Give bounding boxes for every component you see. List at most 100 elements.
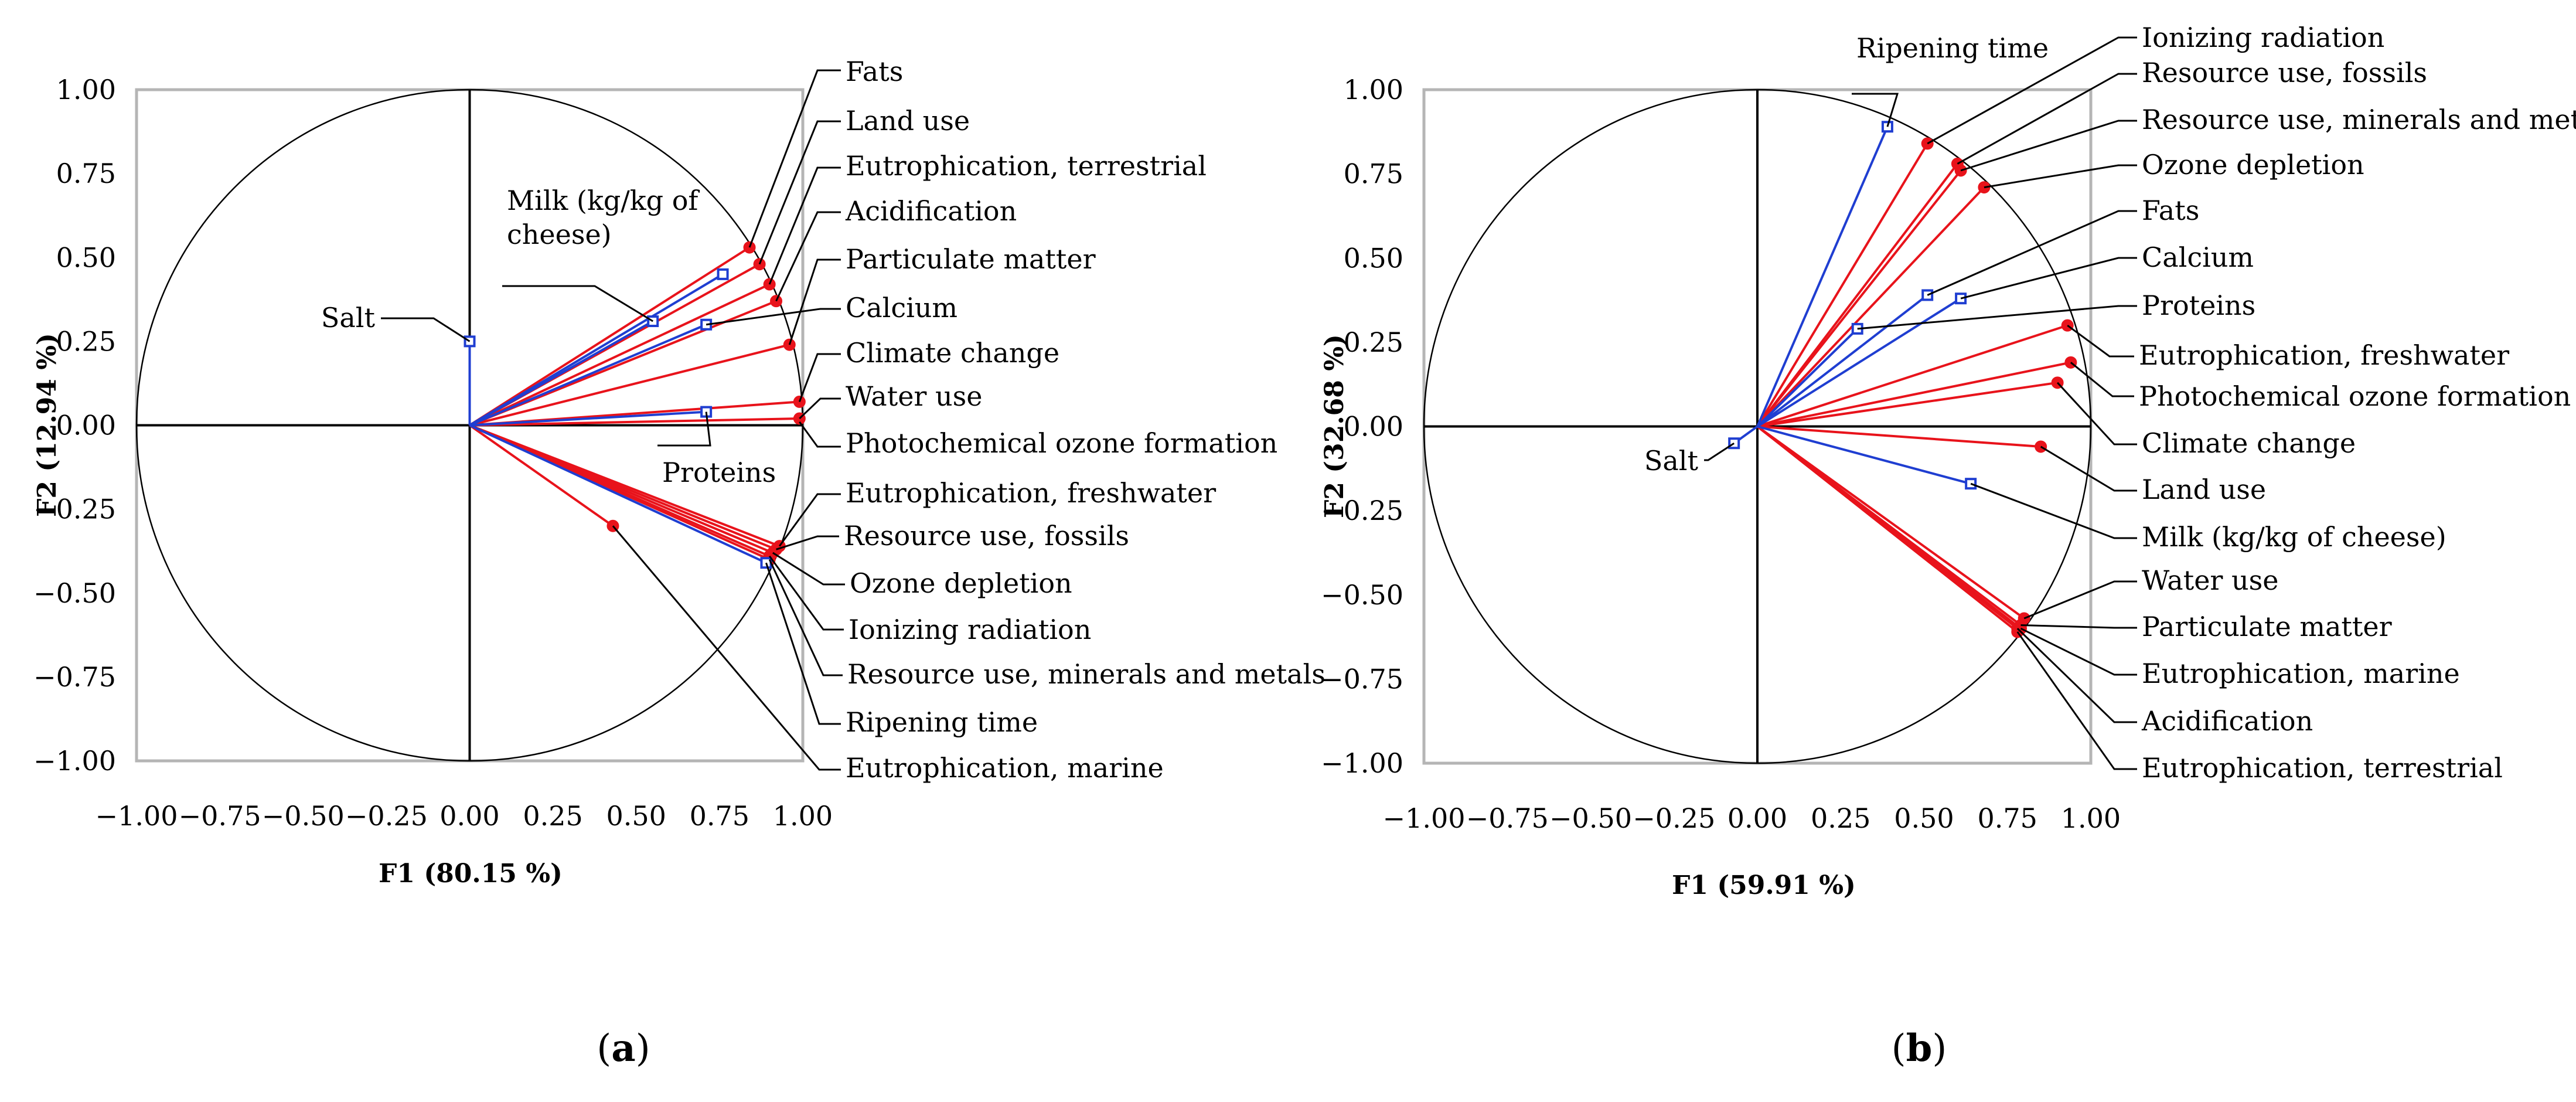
leader-line xyxy=(772,552,845,586)
chart-panel-a: −1.00 −0.75 −0.50 −0.25 0.00 0.25 0.50 0.75 1.00… xyxy=(32,56,1326,1070)
leader-line xyxy=(1960,120,2137,172)
annotation-line: Milk (kg/kg of xyxy=(507,185,700,216)
vector-climate-change-var xyxy=(469,323,707,427)
x-tick-label: 0.75 xyxy=(1978,802,2037,834)
annotation-milk-kg-kg-of-cheese: Milk (kg/kg of cheese) xyxy=(507,185,700,250)
y-tick-label: −0.75 xyxy=(33,661,116,693)
y-tick-label: 0.75 xyxy=(1344,158,1403,190)
y-axis-title: F2 (12.94 %) xyxy=(32,333,62,517)
vector-water-use xyxy=(1756,425,2025,620)
vector-ozone-depletion xyxy=(1756,186,1985,427)
vector-calcium xyxy=(469,320,654,427)
leader-line xyxy=(768,559,843,676)
x-tick-label: 1.00 xyxy=(2061,802,2121,834)
vector-milk-kg-kg-of-cheese xyxy=(1757,425,1971,485)
annotation-calcium: Calcium xyxy=(846,292,958,324)
annotation-climate-change: Climate change xyxy=(2142,427,2356,459)
leader-line xyxy=(758,120,841,265)
leader-line xyxy=(1704,442,1735,461)
x-tick-label: −0.75 xyxy=(179,800,261,832)
annotation-climate-change: Climate change xyxy=(846,337,1059,369)
leader-line xyxy=(657,411,711,447)
leader-line xyxy=(765,562,841,725)
annotation-calcium: Calcium xyxy=(2142,242,2254,273)
leader-line xyxy=(1857,305,2137,330)
vector-climate-change xyxy=(1757,381,2058,428)
leader-line xyxy=(798,353,841,402)
vector-water-use xyxy=(469,417,800,427)
y-tick-label: −0.25 xyxy=(33,494,116,525)
x-tick-label: −0.25 xyxy=(1633,802,1715,834)
annotation-fats: Fats xyxy=(2142,195,2199,226)
annotation-eutrophication-freshwater: Eutrophication, freshwater xyxy=(846,477,1216,509)
vector-fats xyxy=(469,246,751,427)
annotation-acidification: Acidification xyxy=(2141,705,2313,737)
series-cheese-variables xyxy=(464,268,772,569)
annotation-ionizing-radiation: Ionizing radiation xyxy=(2142,22,2384,53)
annotation-ripening-time: Ripening time xyxy=(846,706,1038,738)
vector-eutrophication-terrestrial xyxy=(469,283,771,427)
vector-proteins xyxy=(1756,328,1859,427)
x-axis-title: F1 (80.15 %) xyxy=(379,859,563,889)
annotation-resource-use-fossils: Resource use, fossils xyxy=(844,520,1129,552)
y-tick-label: 0.50 xyxy=(56,242,116,273)
annotation-ozone-depletion: Ozone depletion xyxy=(850,567,1072,599)
leader-line xyxy=(799,397,841,420)
y-tick-label: 0.00 xyxy=(56,410,116,441)
leader-line xyxy=(768,555,844,631)
y-tick-label: −0.50 xyxy=(1321,579,1403,611)
y-tick-label: −1.00 xyxy=(1321,747,1403,779)
vector-resource-use-minerals-and-metals xyxy=(469,424,614,527)
leader-line xyxy=(1957,73,2137,165)
y-tick-label: −0.75 xyxy=(1321,663,1403,695)
x-tick-label: −0.75 xyxy=(1466,802,1549,834)
y-tick-label: 1.00 xyxy=(56,74,116,106)
annotation-particulate-matter: Particulate matter xyxy=(2142,611,2392,642)
vector-fats xyxy=(1756,294,1928,428)
leader-line xyxy=(775,211,841,302)
vector-ripening-time xyxy=(1756,126,1889,427)
x-tick-label: 0.25 xyxy=(1811,802,1870,834)
annotation-land-use: Land use xyxy=(2142,474,2266,505)
y-tick-label: 0.50 xyxy=(1344,242,1403,274)
annotations: Ripening time Ionizing radiation Resource … xyxy=(1644,22,2576,784)
y-tick-label: 1.00 xyxy=(1344,74,1403,106)
annotation-proteins: Proteins xyxy=(662,457,776,488)
annotation-fats: Fats xyxy=(846,56,903,87)
y-axis-title: F2 (32.68 %) xyxy=(1320,334,1350,518)
leader-line xyxy=(2023,580,2137,620)
leader-line xyxy=(612,525,841,771)
panel-label-open: ( xyxy=(1892,1027,1906,1070)
x-tick-label: 0.25 xyxy=(523,800,582,832)
annotation-particulate-matter: Particulate matter xyxy=(846,243,1096,275)
leader-line xyxy=(1852,93,1899,127)
y-tick-label: 0.00 xyxy=(1344,411,1403,443)
y-tick-label: −0.50 xyxy=(33,577,116,609)
leader-line xyxy=(381,317,471,342)
annotation-eutrophication-terrestrial: Eutrophication, terrestrial xyxy=(846,150,1207,182)
leader-line xyxy=(1984,164,2137,189)
panel-label-letter: b xyxy=(1906,1026,1933,1070)
vector-ripening-time xyxy=(469,424,767,564)
leader-line xyxy=(2067,324,2134,358)
annotation-photochemical-ozone-formation: Photochemical ozone formation xyxy=(2139,380,2571,412)
x-tick-label: −0.25 xyxy=(345,800,428,832)
annotation-line: cheese) xyxy=(507,219,612,250)
y-tick-label: 0.25 xyxy=(1344,326,1403,358)
x-tick-label: 0.00 xyxy=(439,800,499,832)
leader-line xyxy=(2020,627,2137,676)
series-impact-categories xyxy=(1756,137,2077,638)
chart-panel-b: −1.00 −0.75 −0.50 −0.25 0.00 0.25 0.50 0.75 1.00… xyxy=(1320,22,2576,1070)
vector-particulate-matter xyxy=(469,343,790,427)
leader-line xyxy=(776,535,839,550)
annotation-photochemical-ozone-formation: Photochemical ozone formation xyxy=(846,427,1277,459)
annotations: Fats Land use Eutrophication, terrestrial A… xyxy=(321,56,1326,784)
leader-line xyxy=(2016,628,2137,723)
point-milk-kg-kg-of-cheese xyxy=(717,268,729,280)
x-tick-label: 0.00 xyxy=(1727,802,1787,834)
y-tick-label: 0.75 xyxy=(56,158,116,189)
leader-line xyxy=(748,69,841,248)
leader-line xyxy=(1960,257,2137,300)
annotation-eutrophication-marine: Eutrophication, marine xyxy=(2142,658,2460,689)
